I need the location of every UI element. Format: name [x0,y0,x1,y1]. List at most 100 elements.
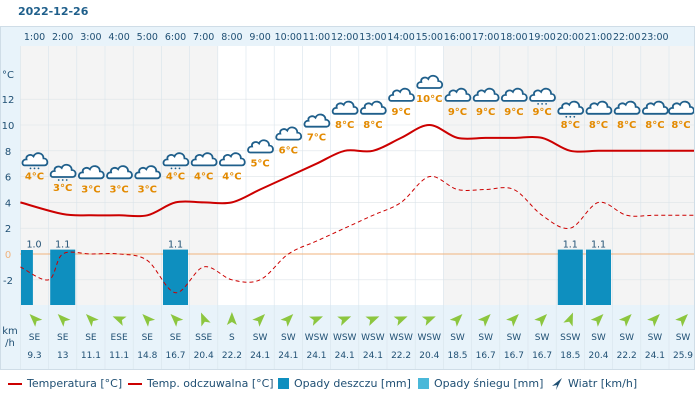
temp-value-label: 3°C [109,184,128,195]
hour-label: 1:00 [24,32,45,43]
wind-speed-label: 18.5 [447,351,467,361]
wind-arrow-icon [421,316,436,326]
wind-direction-label: WSW [389,333,413,343]
hour-label: 3:00 [80,32,101,43]
wind-arrow-icon [618,314,632,327]
legend-snow-swatch [418,378,429,389]
y-tick-label: 8 [5,147,11,158]
cloud-icon [500,87,528,102]
temp-value-label: 7°C [307,133,326,144]
temp-value-label: 9°C [448,107,467,118]
wind-direction-label: SW [450,333,465,343]
wind-arrow-icon [29,314,43,327]
wind-speed-label: 13 [57,351,68,361]
wind-speed-label: 25.9 [673,351,693,361]
legend-temperature: Temperatura [°C] [8,377,122,390]
cloud-icon [585,100,613,115]
cloud-snow-icon [162,152,190,170]
cloud-icon [641,100,669,115]
wind-speed-label: 22.2 [617,351,637,361]
temp-value-label: 9°C [476,107,495,118]
temp-value-label: 3°C [53,183,72,194]
date-title: 2022-12-26 [18,5,89,18]
wind-speed-label: 11.1 [81,351,101,361]
wind-direction-label: SSW [560,333,580,343]
cloud-icon [388,87,415,102]
wind-unit-label: km [2,326,18,337]
y-unit-label: °C [2,70,14,81]
y-tick-label: 4 [5,198,11,209]
temp-value-label: 8°C [335,120,354,131]
temp-value-label: 5°C [250,159,269,170]
legend-wind: Wiatr [km/h] [552,377,637,390]
wind-direction-label: SE [57,333,69,343]
temp-value-label: 4°C [25,171,44,182]
temp-value-label: 8°C [561,120,580,131]
cloud-icon [416,74,444,89]
wind-direction-label: SW [253,333,268,343]
cloud-icon [668,100,695,115]
cloud-icon [613,100,641,115]
wind-arrow-icon [309,316,323,326]
rain-value-label: 1.1 [55,240,70,251]
legend: Temperatura [°C] Temp. odczuwalna [°C] O… [4,375,691,395]
legend-temperature-label: Temperatura [°C] [27,377,123,390]
temp-value-label: 6°C [279,146,298,157]
wind-panel-bg [20,305,695,370]
wind-speed-label: 16.7 [532,351,552,361]
wind-speed-label: 14.8 [137,351,157,361]
y-tick-label: 12 [2,95,15,106]
temp-value-label: 9°C [504,107,523,118]
legend-feels-like: Temp. odczuwalna [°C] [128,377,274,390]
wind-direction-label: SSE [195,333,212,343]
wind-direction-label: SW [648,333,663,343]
legend-snow: Opady śniegu [mm] [418,377,543,390]
cloud-rain-icon [557,100,585,118]
wind-arrow-icon [226,312,237,325]
hour-label: 7:00 [193,32,214,43]
wind-arrow-icon [365,316,380,326]
y-tick-label: -2 [3,276,13,287]
hour-label: 15:00 [416,32,443,43]
hour-label: 8:00 [221,32,242,43]
hour-header-bg [20,26,695,46]
rain-bar [557,249,583,305]
hour-label: 17:00 [472,32,499,43]
hour-label: 12:00 [331,32,358,43]
hour-label: 23:00 [641,32,668,43]
wind-direction-label: SE [170,333,182,343]
wind-arrow-icon [252,314,266,327]
cloud-icon [77,165,105,180]
cloud-icon [444,87,472,102]
wind-direction-label: SE [142,333,154,343]
wind-direction-label: SW [535,333,550,343]
wind-speed-label: 22.2 [222,351,242,361]
temp-value-label: 8°C [589,120,608,131]
wind-arrow-icon [201,312,211,327]
legend-snow-label: Opady śniegu [mm] [434,377,544,390]
hour-label: 5:00 [137,32,158,43]
temperature-line [20,123,695,218]
temp-value-label: 3°C [138,184,157,195]
wind-speed-label: 24.1 [363,351,383,361]
wind-speed-label: 11.1 [109,351,129,361]
wind-speed-label: 16.7 [476,351,496,361]
wind-arrow-icon [170,314,184,327]
temp-value-label: 9°C [532,107,551,118]
wind-direction-label: WSW [418,333,442,343]
wind-speed-label: 20.4 [588,351,608,361]
hour-label: 19:00 [528,32,555,43]
temp-value-label: 4°C [194,171,213,182]
wind-direction-label: WSW [333,333,357,343]
rain-value-label: 1.0 [26,240,41,251]
wind-arrow-icon [112,316,127,326]
wind-arrow-icon [590,314,604,327]
wind-direction-label: ESE [111,333,128,343]
wind-arrow-icon [57,314,71,327]
rain-value-label: 1.1 [563,240,578,251]
wind-direction-label: SW [478,333,493,343]
cloud-icon [190,152,218,167]
wind-speed-label: 20.4 [194,351,214,361]
wind-direction-label: WSW [361,333,385,343]
